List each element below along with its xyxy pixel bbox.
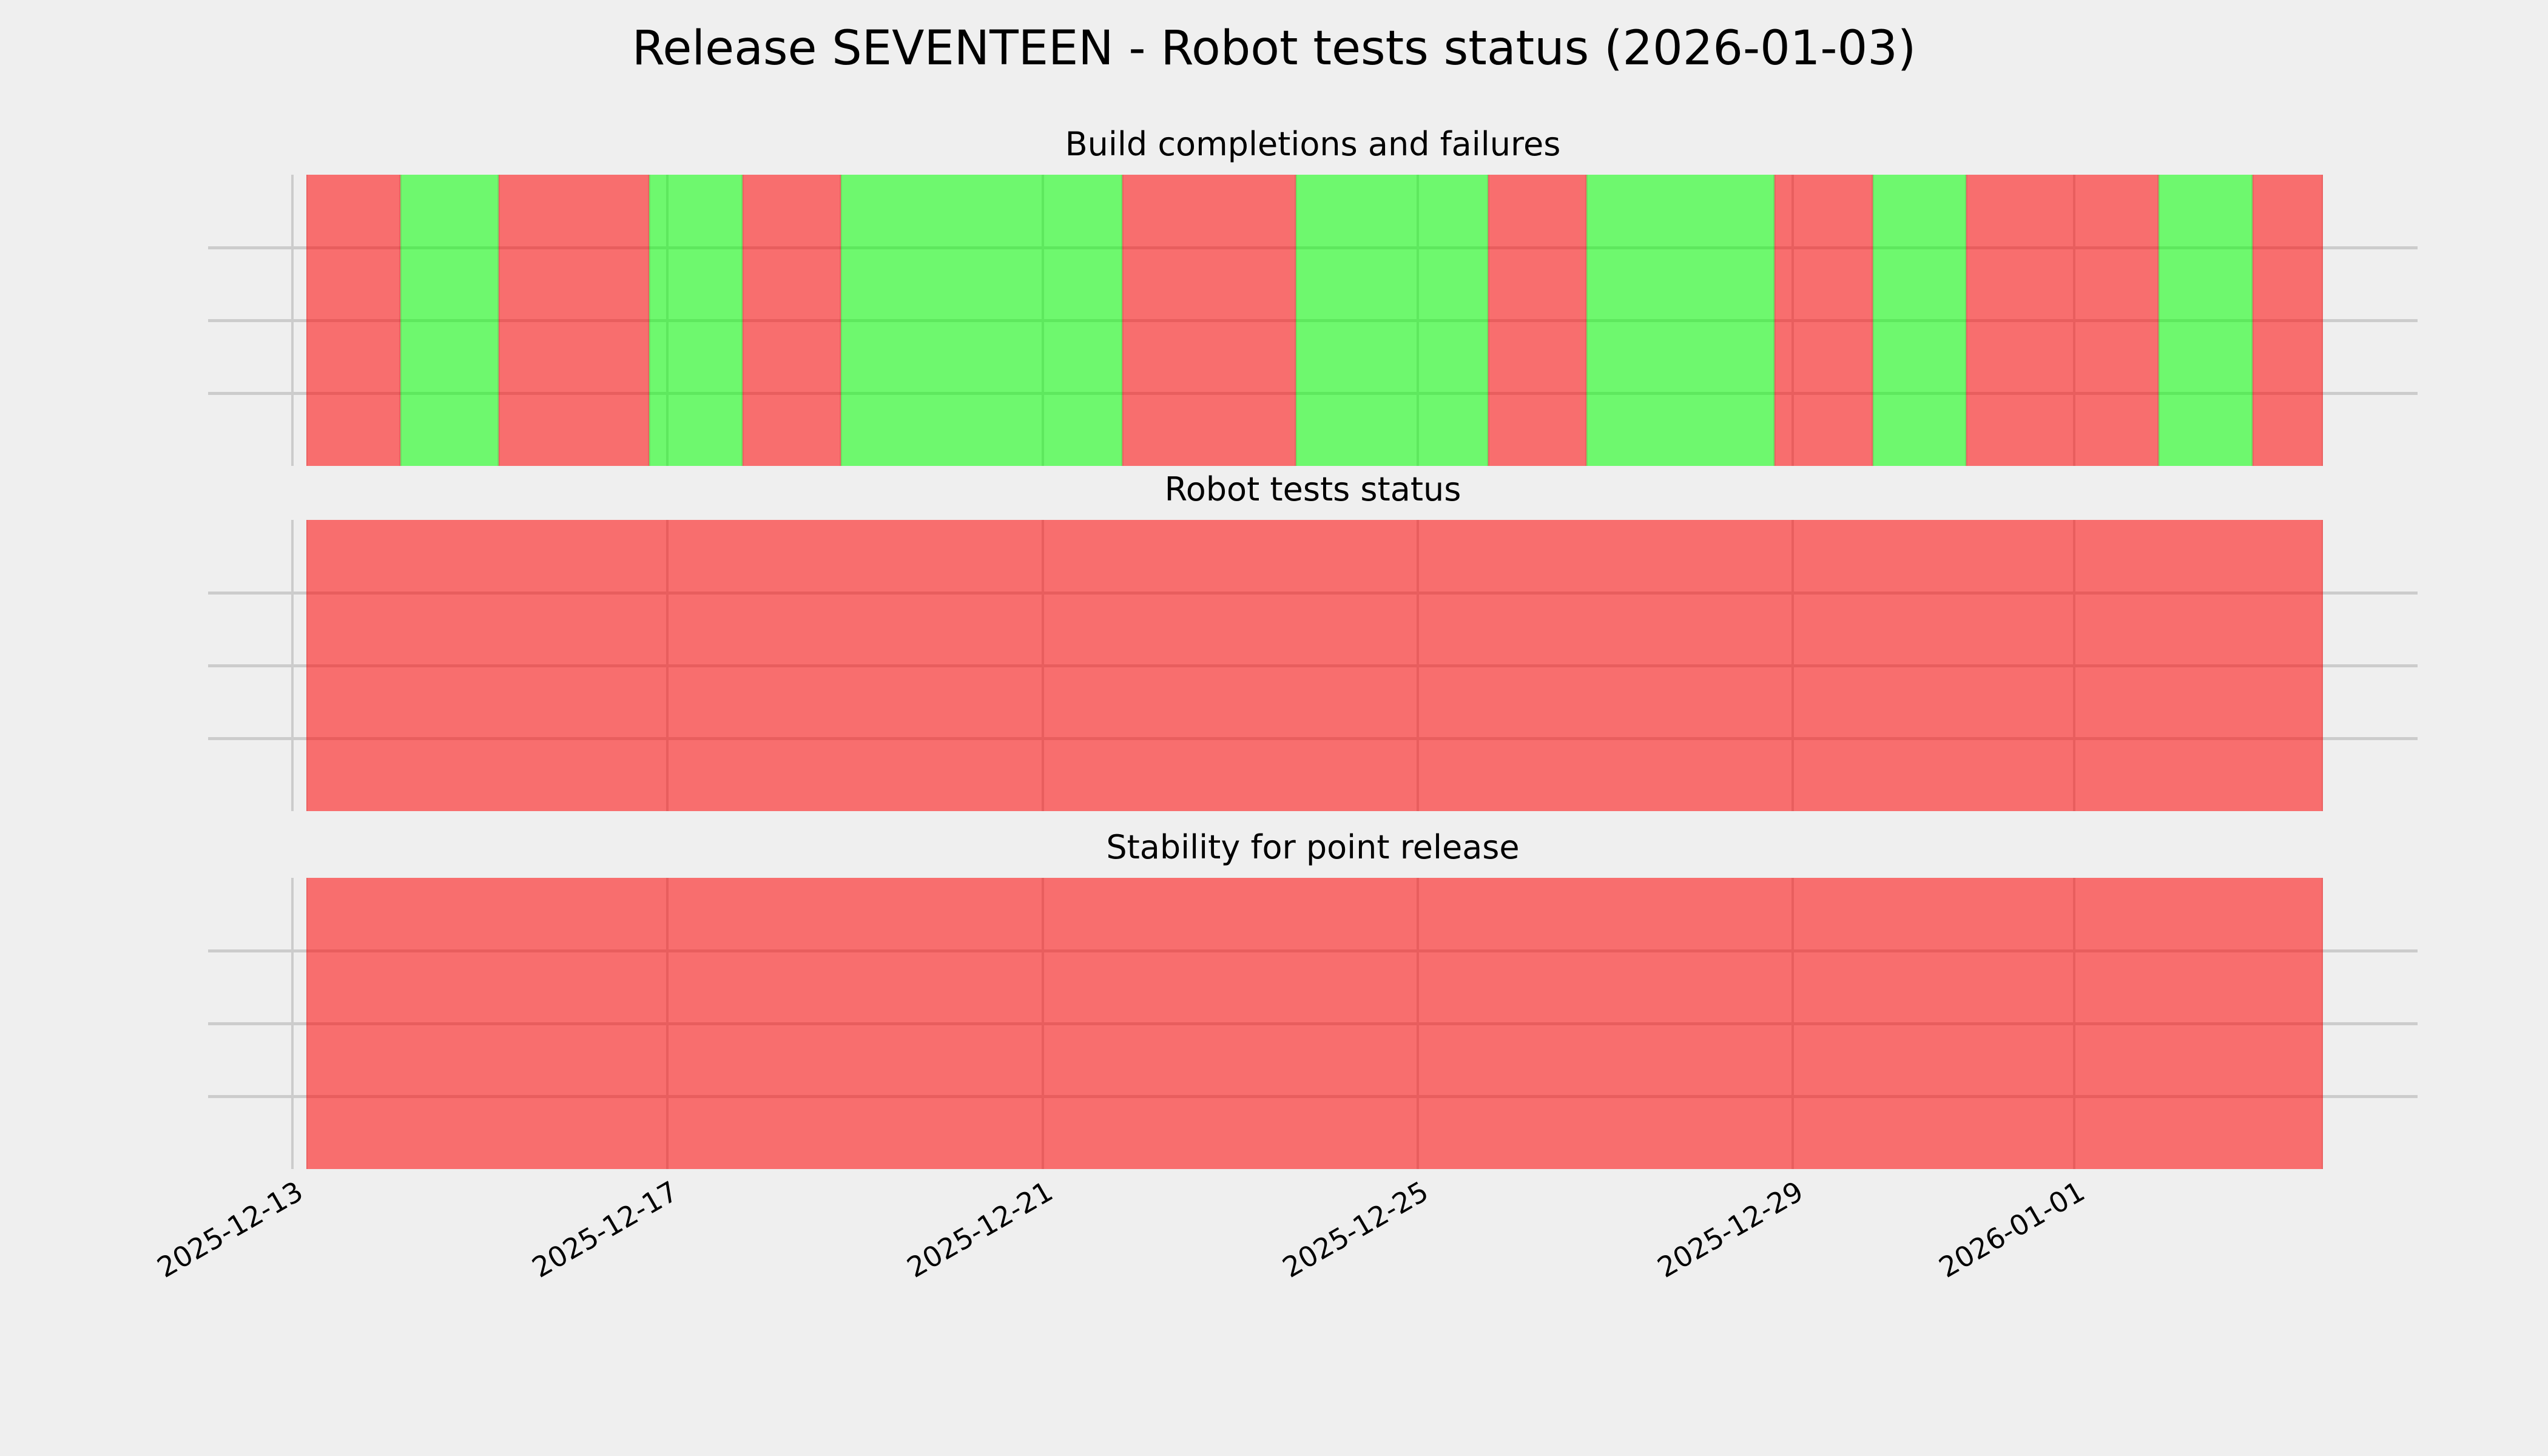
status-segment-pass — [400, 175, 499, 466]
plot-area-build-completions — [208, 175, 2418, 466]
v-gridline — [291, 878, 294, 1169]
status-segment-pass — [2159, 175, 2253, 466]
status-segment-pass — [1296, 175, 1489, 466]
status-segment-fail — [306, 878, 2323, 1169]
plot-area-stability — [208, 878, 2418, 1169]
status-segment-fail — [1966, 175, 2159, 466]
status-segment-pass — [1586, 175, 1774, 466]
x-tick-label: 2025-12-21 — [902, 1175, 1059, 1284]
status-segment-pass — [1872, 175, 1967, 466]
status-segment-fail — [1488, 175, 1587, 466]
status-segment-fail — [743, 175, 841, 466]
x-tick-label: 2025-12-13 — [151, 1175, 309, 1284]
status-segment-pass — [649, 175, 743, 466]
v-gridline — [291, 175, 294, 466]
x-tick-label: 2025-12-29 — [1651, 1175, 1809, 1284]
status-segment-fail — [499, 175, 649, 466]
x-tick-label: 2025-12-17 — [526, 1175, 684, 1284]
status-segment-fail — [306, 520, 2323, 811]
subplot-title-build-completions: Build completions and failures — [1065, 125, 1561, 163]
x-tick-label: 2026-01-01 — [1933, 1175, 2091, 1284]
v-gridline — [291, 520, 294, 811]
plot-area-robot-tests — [208, 520, 2418, 811]
subplot-title-stability: Stability for point release — [1106, 828, 1520, 866]
status-segment-fail — [306, 175, 400, 466]
status-segment-pass — [841, 175, 1123, 466]
figure-title: Release SEVENTEEN - Robot tests status (… — [632, 21, 1916, 76]
x-tick-label: 2025-12-25 — [1276, 1175, 1434, 1284]
subplot-title-robot-tests: Robot tests status — [1164, 470, 1461, 508]
status-segment-fail — [2252, 175, 2323, 466]
status-segment-fail — [1774, 175, 1873, 466]
status-segment-fail — [1122, 175, 1296, 466]
